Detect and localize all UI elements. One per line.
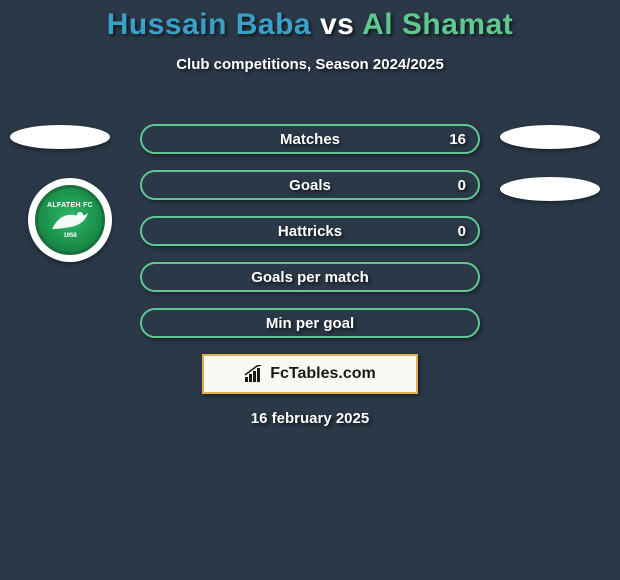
- comparison-title: Hussain Baba vs Al Shamat: [0, 0, 620, 42]
- club-badge: ALFATEH FC 1958: [28, 178, 112, 262]
- stat-label: Hattricks: [278, 223, 342, 240]
- stat-label: Min per goal: [266, 315, 354, 332]
- player2-avatar-placeholder-1: [500, 125, 600, 149]
- stat-row-min-per-goal: Min per goal: [140, 308, 480, 338]
- brand-box: FcTables.com: [202, 354, 418, 394]
- club-badge-swoosh-icon: [50, 209, 90, 233]
- bar-chart-icon: [244, 365, 266, 383]
- brand-text: FcTables.com: [270, 365, 376, 383]
- player2-avatar-placeholder-2: [500, 177, 600, 201]
- club-badge-name: ALFATEH FC: [47, 202, 93, 209]
- subtitle: Club competitions, Season 2024/2025: [0, 56, 620, 73]
- club-badge-year: 1958: [63, 233, 76, 239]
- stat-value-right: 0: [458, 177, 466, 194]
- stat-label: Goals: [289, 177, 331, 194]
- stat-label: Matches: [280, 131, 340, 148]
- stat-rows: Matches 16 Goals 0 Hattricks 0 Goals per…: [140, 124, 480, 354]
- club-badge-inner: ALFATEH FC 1958: [35, 185, 105, 255]
- stat-value-right: 16: [449, 131, 466, 148]
- vs-word: vs: [320, 8, 354, 41]
- stat-row-hattricks: Hattricks 0: [140, 216, 480, 246]
- stat-row-goals-per-match: Goals per match: [140, 262, 480, 292]
- footer-date: 16 february 2025: [251, 410, 369, 427]
- player1-name: Hussain Baba: [107, 8, 311, 41]
- stat-value-right: 0: [458, 223, 466, 240]
- player2-name: Al Shamat: [362, 8, 513, 41]
- stat-label: Goals per match: [251, 269, 369, 286]
- player1-avatar-placeholder: [10, 125, 110, 149]
- stat-row-goals: Goals 0: [140, 170, 480, 200]
- stat-row-matches: Matches 16: [140, 124, 480, 154]
